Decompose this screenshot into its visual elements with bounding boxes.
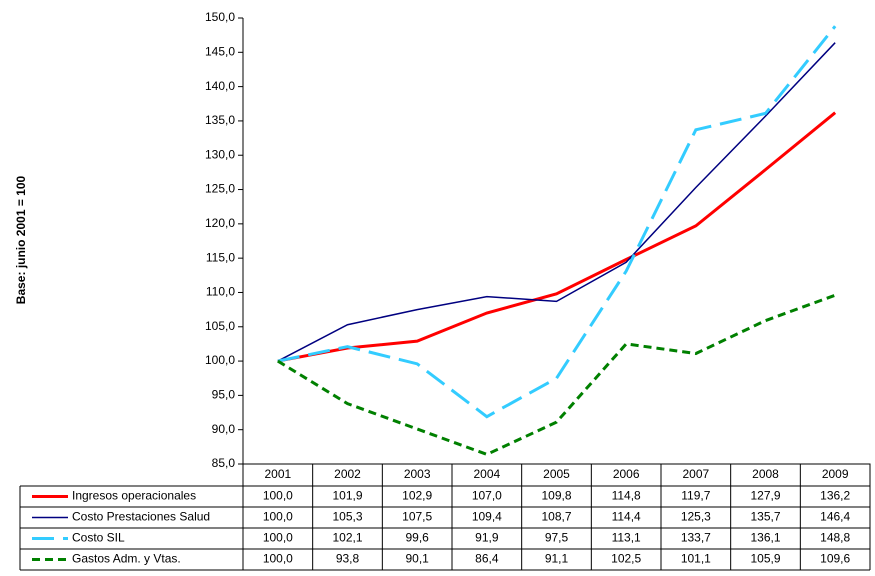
y-axis-label: Base: junio 2001 = 100 [14,175,28,304]
legend-label: Costo Prestaciones Salud [72,510,210,524]
y-tick-label: 95,0 [212,388,236,402]
y-tick-label: 130,0 [205,147,235,161]
table-value: 107,0 [472,489,502,503]
table-value: 91,1 [545,552,569,566]
table-value: 99,6 [405,531,429,545]
table-value: 148,8 [820,531,850,545]
series-line [277,111,837,363]
table-value: 119,7 [681,489,710,503]
table-value: 109,8 [541,489,571,503]
table-value: 100,0 [263,510,293,524]
table-value: 91,9 [475,531,499,545]
y-tick-label: 135,0 [205,113,235,127]
y-tick-label: 125,0 [205,182,235,196]
x-tick-label: 2004 [473,467,500,481]
x-tick-label: 2001 [264,467,291,481]
table-value: 105,3 [332,510,362,524]
table-value: 100,0 [263,489,293,503]
table-value: 105,9 [750,552,780,566]
y-tick-label: 145,0 [205,44,235,58]
x-tick-label: 2002 [334,467,361,481]
x-tick-label: 2005 [543,467,570,481]
y-tick-label: 100,0 [205,353,235,367]
table-value: 101,9 [332,489,362,503]
table-value: 93,8 [336,552,360,566]
table-value: 90,1 [405,552,429,566]
table-value: 136,2 [820,489,850,503]
table-value: 102,9 [402,489,432,503]
x-tick-label: 2008 [752,467,779,481]
table-value: 146,4 [820,510,850,524]
x-tick-label: 2009 [822,467,849,481]
table-value: 102,1 [332,531,362,545]
table-value: 100,0 [263,552,293,566]
table-value: 114,8 [612,489,641,503]
table-value: 108,7 [541,510,571,524]
series-line [277,25,837,419]
x-tick-label: 2007 [682,467,709,481]
table-value: 100,0 [263,531,293,545]
y-tick-label: 110,0 [206,285,235,299]
table-value: 102,5 [611,552,641,566]
table-value: 135,7 [750,510,780,524]
y-tick-label: 105,0 [205,319,235,333]
legend-label: Ingresos operacionales [72,489,196,503]
legend-label: Costo SIL [72,531,125,545]
table-value: 113,1 [612,531,641,545]
table-value: 127,9 [750,489,780,503]
y-tick-label: 85,0 [212,456,236,470]
table-value: 109,4 [472,510,502,524]
table-value: 97,5 [545,531,569,545]
x-tick-label: 2006 [613,467,640,481]
x-tick-label: 2003 [404,467,431,481]
y-tick-label: 115,0 [206,250,235,264]
series-line [277,293,836,457]
table-value: 86,4 [475,552,499,566]
table-value: 136,1 [750,531,780,545]
table-value: 114,4 [612,510,641,524]
table-value: 109,6 [820,552,850,566]
series-line [277,42,836,362]
y-tick-label: 140,0 [205,79,235,93]
table-value: 133,7 [681,531,711,545]
y-tick-label: 150,0 [205,10,235,24]
table-value: 101,1 [681,552,711,566]
table-value: 125,3 [681,510,711,524]
table-value: 107,5 [402,510,432,524]
y-tick-label: 120,0 [205,216,235,230]
y-tick-label: 90,0 [212,422,236,436]
legend-label: Gastos Adm. y Vtas. [72,552,181,566]
